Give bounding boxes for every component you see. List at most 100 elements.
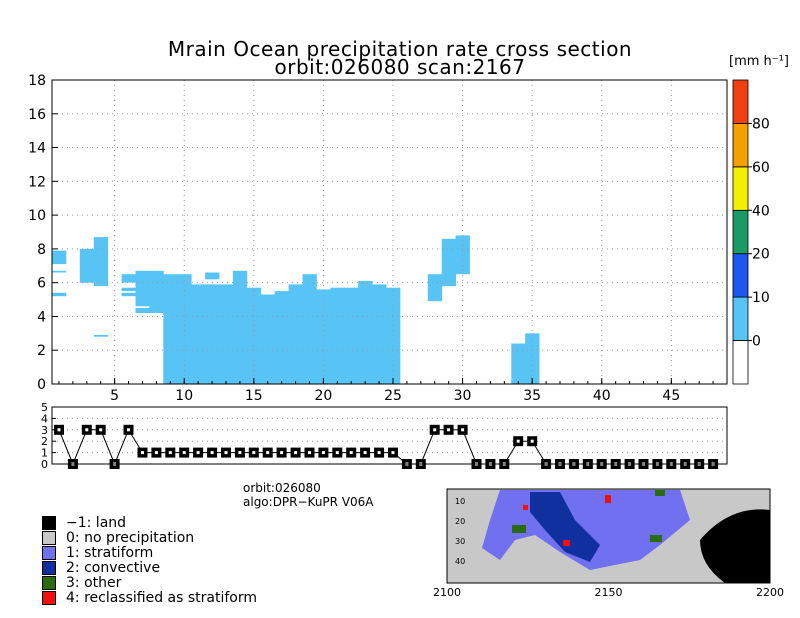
precip-rate-cell	[135, 270, 150, 307]
map-frame	[446, 488, 771, 584]
precip-rate-cell	[441, 238, 456, 287]
type-marker-dot	[363, 451, 367, 455]
type-y-tick-label: 4	[41, 412, 48, 425]
map-y-tick-label: 20	[455, 517, 465, 526]
colorbar-tick-label: 10	[752, 290, 770, 306]
type-marker-dot	[447, 428, 451, 432]
precip-rate-cell	[455, 235, 470, 275]
precip-rate-cell	[330, 287, 345, 384]
colorbar-tick-label: 80	[752, 116, 770, 132]
cross-section-frame	[51, 79, 728, 385]
colorbar-tick-label: 20	[752, 247, 770, 263]
colorbar-block	[732, 166, 749, 211]
precip-rate-cell	[511, 343, 526, 384]
type-marker-dot	[433, 428, 437, 432]
y-tick-label: 14	[28, 141, 46, 157]
y-tick-label: 12	[28, 174, 46, 190]
x-tick-label: 10	[175, 388, 193, 404]
precip-rate-cell	[302, 274, 317, 384]
precip-rate-cell	[121, 274, 136, 283]
type-marker-dot	[391, 451, 395, 455]
swath-map: 10 20 30 40 2100 2150 2200	[433, 488, 784, 599]
x-tick-label: 15	[245, 388, 263, 404]
precip-rate-cell	[191, 284, 206, 384]
map-y-tick-label: 30	[455, 537, 465, 546]
other-patch	[650, 535, 662, 542]
land-region	[700, 509, 770, 583]
type-marker-dot	[335, 451, 339, 455]
type-marker-dot	[308, 451, 311, 455]
precip-rate-cell	[177, 274, 192, 384]
type-marker-dot	[252, 451, 256, 455]
precip-rate-cell	[316, 289, 331, 384]
y-tick-label: 2	[37, 343, 46, 359]
precip-rate-cell	[52, 250, 67, 265]
legend-item: −1: land	[42, 515, 257, 531]
colorbar: 0 10 20 40 60 80	[732, 79, 770, 385]
colorbar-block	[732, 253, 749, 298]
y-tick-label: 0	[37, 377, 46, 393]
type-marker-dot	[516, 439, 520, 443]
legend-label: 2: convective	[66, 559, 161, 576]
precip-rate-cell	[205, 272, 220, 280]
precip-rate-cell	[135, 308, 150, 314]
precip-rate-cell	[93, 335, 109, 337]
legend-item: 2: convective	[42, 559, 257, 576]
other-patch	[512, 525, 526, 533]
legend-item: 0: no precipitation	[42, 529, 257, 546]
type-marker-dot	[349, 451, 353, 455]
type-y-tick-label: 0	[41, 458, 48, 471]
y-tick-label: 8	[37, 242, 46, 258]
type-marker-dot	[57, 428, 61, 432]
reclassified-patch	[605, 495, 611, 503]
x-tick-label: 45	[662, 388, 680, 404]
x-tick-label: 40	[593, 388, 611, 404]
precip-rate-cell	[79, 248, 95, 283]
type-marker-dot	[85, 428, 89, 432]
x-tick-label: 35	[523, 388, 541, 404]
legend-item: 1: stratiform	[42, 545, 257, 561]
precip-rate-cell	[121, 292, 136, 297]
precip-rate-cell	[260, 294, 276, 384]
type-y-tick-label: 2	[41, 435, 48, 448]
type-marker-dot	[182, 451, 186, 455]
precip-rate-cell	[163, 274, 178, 384]
reclassified-patch	[523, 505, 528, 510]
type-marker-dot	[461, 428, 465, 432]
legend-label: 0: no precipitation	[66, 529, 195, 546]
legend-label: 3: other	[66, 574, 122, 591]
type-marker-dot	[168, 451, 172, 455]
type-marker-dot	[210, 451, 214, 455]
reclassified-patch	[563, 540, 570, 546]
y-tick-label: 16	[28, 107, 46, 123]
type-y-tick-label: 5	[41, 401, 48, 414]
precip-rate-cell	[344, 287, 359, 384]
convective-region	[530, 492, 600, 562]
precip-rate-cell	[232, 270, 248, 384]
x-tick-label: 30	[454, 388, 472, 404]
algo-label: algo:DPR−KuPR V06A	[243, 495, 374, 509]
x-tick-label: 5	[110, 388, 119, 404]
colorbar-block	[732, 340, 749, 385]
legend-swatch	[42, 530, 56, 545]
precip-rate-cell	[121, 287, 136, 292]
colorbar-block	[732, 123, 749, 168]
precip-rate-cell	[372, 284, 387, 384]
legend-label: 4: reclassified as stratiform	[66, 589, 258, 606]
precip-rate-cell	[274, 291, 289, 384]
colorbar-unit: [mm h⁻¹]	[729, 54, 789, 69]
precip-rate-cell	[219, 284, 234, 384]
type-marker-dot	[196, 451, 200, 455]
y-tick-label: 18	[28, 73, 46, 89]
chart-subtitle: orbit:026080 scan:2167	[274, 55, 526, 79]
precip-rate-cell	[52, 270, 67, 273]
map-y-tick-label: 40	[455, 557, 465, 566]
precip-rate-cell	[149, 270, 164, 313]
type-marker-dot	[99, 428, 103, 432]
precip-rate-cell	[427, 274, 443, 302]
orbit-label: orbit:026080	[243, 481, 321, 495]
type-y-tick-label: 3	[41, 424, 48, 437]
legend-swatch	[42, 575, 56, 590]
type-marker-dot	[141, 451, 144, 455]
